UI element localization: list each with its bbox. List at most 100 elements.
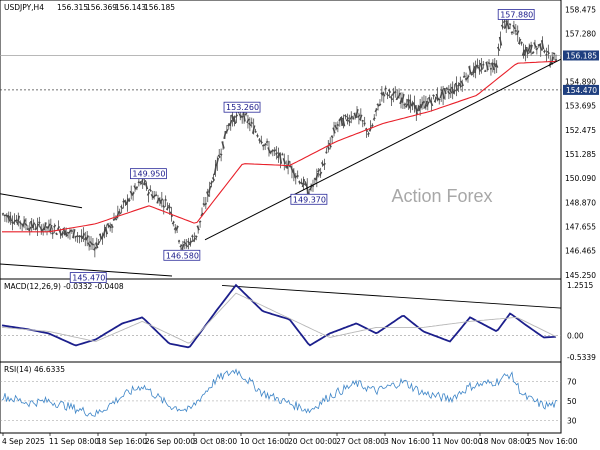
price-candle-body [533, 42, 537, 48]
price-candle-body [16, 215, 20, 225]
price-panel [0, 0, 562, 280]
low-value: 156.143 [115, 3, 146, 12]
price-candle-body [125, 198, 130, 206]
price-candle-body [1, 212, 5, 216]
price-candle-body [248, 122, 252, 127]
price-callout-label: 149.370 [293, 195, 326, 204]
price-candle-body [502, 20, 506, 24]
price-candle-body [359, 114, 363, 121]
price-candle-body [139, 181, 143, 185]
price-candle-body [173, 226, 177, 231]
price-candle-body [162, 205, 166, 208]
price-candle-body [120, 205, 124, 210]
price-candle-body [225, 128, 229, 134]
price-candle-body [83, 236, 87, 241]
price-candle-body [35, 223, 40, 230]
price-candle-body [517, 38, 522, 45]
price-candle-body [47, 223, 51, 229]
price-candle-body [148, 188, 152, 192]
price-candle-body [53, 224, 57, 228]
price-candle-body [292, 169, 296, 178]
price-candle-body [284, 165, 288, 169]
price-candle-body [540, 40, 545, 50]
symbol-label: USDJPY,H4 [4, 3, 44, 12]
price-candle-body [506, 22, 510, 30]
price-candle-body [181, 243, 185, 250]
price-candle-body [424, 100, 428, 109]
price-candle-body [543, 49, 546, 53]
rsi-tick-label: 50 [567, 397, 577, 406]
price-candle-body [215, 157, 219, 167]
price-candle-body [238, 113, 242, 119]
price-candle-body [406, 99, 411, 109]
price-candle-body [200, 212, 204, 217]
macd-line [1, 283, 557, 349]
price-candle-body [150, 193, 154, 199]
signal-line [1, 292, 557, 344]
price-candle-body [367, 132, 370, 136]
axis-labels: 158.475157.280156.085154.890153.695152.4… [2, 6, 599, 446]
price-candle-body [491, 62, 495, 71]
price-candle-body [8, 215, 13, 222]
price-candle-body [5, 214, 9, 218]
price-candle-body [290, 166, 294, 173]
price-candle-body [514, 29, 518, 33]
price-candle-body [187, 240, 191, 244]
price-candle-body [508, 23, 512, 26]
price-candle-body [428, 96, 432, 103]
price-candle-body [472, 66, 476, 74]
price-callout-box [130, 168, 167, 180]
price-candle-body [3, 214, 7, 217]
price-candle-body [114, 217, 118, 221]
price-candle-body [382, 92, 386, 97]
price-candle-body [344, 114, 348, 118]
downtrend-upper-line [0, 193, 83, 209]
price-candle-body [89, 241, 93, 245]
price-candle-body [164, 198, 167, 202]
macd-trendline [221, 285, 562, 309]
price-candle-body [24, 222, 28, 227]
time-tick-label: 18 Nov 08:00 [479, 437, 530, 446]
price-candle-body [198, 220, 202, 223]
price-callout-label: 157.880 [500, 10, 533, 19]
time-tick-label: 10 Oct 16:00 [240, 437, 289, 446]
downtrend-lower-line [0, 263, 173, 277]
trendlines [0, 58, 562, 277]
price-candle-body [43, 222, 47, 231]
price-callout-box [497, 9, 535, 20]
price-candle-body [55, 232, 58, 236]
price-candle-body [495, 63, 499, 68]
price-candle-body [550, 56, 554, 65]
price-candle-body [183, 241, 187, 245]
price-candle-body [372, 117, 376, 121]
sma-layer [2, 60, 558, 233]
price-candle-body [470, 73, 474, 76]
price-candle-body [51, 231, 55, 235]
price-candle-body [357, 114, 361, 118]
price-candle-body [227, 123, 231, 127]
price-candle-body [18, 220, 22, 225]
price-candle-body [435, 93, 440, 101]
price-candle-body [72, 229, 76, 239]
last-price-box [563, 50, 599, 61]
price-candle-body [188, 240, 193, 246]
price-candle-body [97, 240, 101, 246]
price-candle-body [106, 223, 110, 228]
price-candle-body [527, 44, 531, 52]
time-tick-label: 11 Sep 08:00 [49, 437, 99, 446]
price-candle-body [112, 218, 116, 221]
price-candle-body [81, 233, 86, 240]
price-candle-body [269, 150, 273, 154]
price-candle-body [330, 135, 334, 139]
macd-title: MACD(12,26,9) -0.0332 -0.0408 [4, 282, 124, 291]
price-header: USDJPY,H4 156.315 156.369 156.143 156.18… [4, 3, 175, 12]
price-candle-body [399, 97, 403, 105]
rsi-title: RSI(14) 46.6335 [4, 365, 65, 374]
time-tick-label: 4 Sep 2025 [2, 437, 45, 446]
price-candle-body [133, 185, 137, 190]
price-candle-body [416, 105, 420, 112]
price-candle-body [462, 75, 466, 78]
price-candle-body [91, 243, 95, 246]
price-candle-body [303, 182, 307, 186]
price-candle-body [384, 87, 387, 90]
